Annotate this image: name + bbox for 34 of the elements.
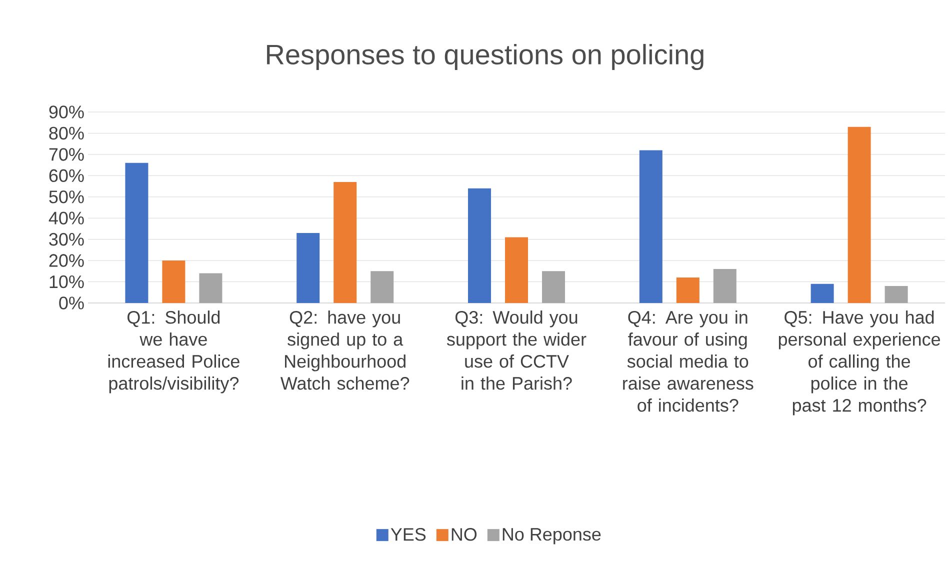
legend-label: YES: [390, 528, 426, 541]
bar: [199, 273, 222, 303]
bar: [162, 260, 186, 303]
legend-label: NO: [452, 528, 477, 541]
bar: [810, 284, 834, 303]
y-tick-label: 30%: [49, 232, 84, 246]
y-tick-label: 60%: [49, 169, 84, 182]
y-tick-label: 90%: [49, 106, 84, 118]
bar: [125, 162, 148, 303]
y-tick-label: 80%: [49, 126, 84, 140]
bar: [468, 188, 492, 303]
bar: [296, 232, 320, 303]
y-tick-label: 70%: [49, 148, 84, 161]
x-tick-label: Q3: Would you support the wider use of CCTV in the Parish?: [446, 310, 586, 390]
bar: [334, 182, 357, 303]
x-tick-label: Q5: Have you had personal experience of calling the police in the past 12 months?: [778, 310, 940, 416]
bar: [848, 126, 871, 303]
bar: [542, 271, 566, 303]
bar: [884, 286, 908, 303]
bar: [676, 278, 700, 303]
x-tick-label: Q4: Are you in favour of using social media to raise awareness of incidents?: [623, 310, 754, 412]
bar: [370, 271, 394, 303]
y-tick-label: 10%: [50, 275, 84, 288]
x-tick-label: Q2: have you signed up to a Neighbourhood Watch scheme?: [280, 310, 410, 390]
legend-label: No Reponse: [502, 528, 601, 544]
x-tick-label: Q1: Should we have increased Police patrols/visibility?: [108, 310, 240, 394]
chart-title: Responses to questions on policing: [267, 44, 704, 70]
y-tick-label: 0%: [59, 296, 84, 310]
y-tick-label: 40%: [48, 212, 84, 224]
bar: [639, 150, 662, 303]
bar: [505, 237, 528, 303]
bar: [713, 269, 736, 303]
y-tick-label: 20%: [49, 254, 84, 267]
y-tick-label: 50%: [49, 190, 84, 204]
